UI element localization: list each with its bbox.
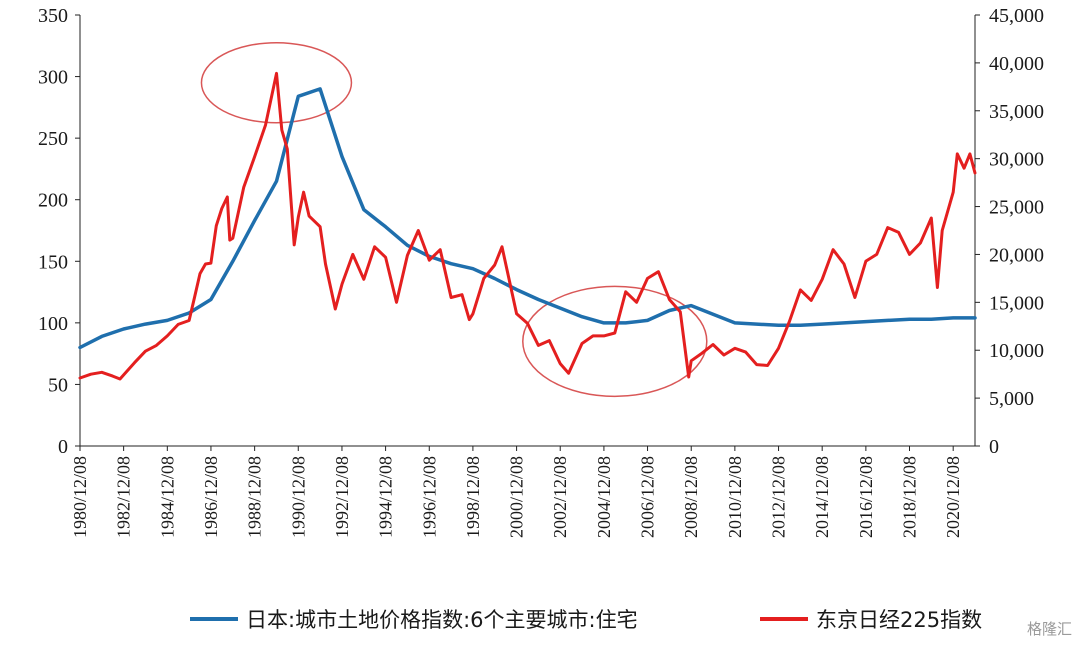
x-tick-label: 2014/12/08	[812, 456, 832, 538]
x-tick-label: 1992/12/08	[332, 456, 352, 538]
x-tick-label: 1994/12/08	[376, 456, 396, 538]
tick-labels: 0 50 100 150 200 250 300 350 0 5,000 10,000 15,000 2…	[38, 5, 1044, 538]
highlight-ellipse	[200, 41, 353, 124]
legend-item-nikkei: 东京日经225指数	[760, 604, 982, 634]
annotations	[200, 41, 708, 398]
y-right-tick-label: 35,000	[989, 101, 1044, 123]
x-tick-label: 2016/12/08	[856, 456, 876, 538]
x-tick-label: 2012/12/08	[769, 456, 789, 538]
x-tick-label: 2008/12/08	[681, 456, 701, 538]
x-tick-label: 2020/12/08	[943, 456, 963, 538]
y-right-tick-label: 45,000	[989, 5, 1044, 27]
x-tick-label: 2010/12/08	[725, 456, 745, 538]
legend-swatch-nikkei	[760, 617, 808, 621]
x-tick-label: 1998/12/08	[463, 456, 483, 538]
y-left-tick-label: 350	[38, 5, 68, 27]
series	[78, 71, 977, 381]
axes	[75, 14, 980, 451]
x-tick-label: 1982/12/08	[114, 456, 134, 538]
y-right-tick-label: 40,000	[989, 53, 1044, 75]
watermark-logo: 格隆汇	[1026, 620, 1072, 638]
x-tick-label: 1986/12/08	[201, 456, 221, 538]
y-right-tick-label: 25,000	[989, 197, 1044, 219]
x-tick-label: 1984/12/08	[157, 456, 177, 538]
y-left-tick-label: 50	[48, 374, 68, 396]
y-left-tick-label: 300	[38, 67, 68, 89]
y-right-tick-label: 0	[989, 436, 999, 458]
x-tick-label: 1990/12/08	[288, 456, 308, 538]
y-left-tick-label: 250	[38, 128, 68, 150]
y-right-tick-label: 5,000	[989, 388, 1034, 410]
series-line-land-price	[78, 87, 977, 350]
x-tick-label: 2018/12/08	[899, 456, 919, 538]
x-tick-label: 2000/12/08	[507, 456, 527, 538]
y-left-tick-label: 0	[58, 436, 68, 458]
y-left-tick-label: 150	[38, 251, 68, 273]
y-right-tick-label: 20,000	[989, 244, 1044, 266]
x-tick-label: 2006/12/08	[638, 456, 658, 538]
y-right-tick-label: 15,000	[989, 292, 1044, 314]
x-tick-label: 2002/12/08	[550, 456, 570, 538]
legend-swatch-land-price	[190, 617, 238, 621]
y-left-tick-label: 100	[38, 313, 68, 335]
series-line-nikkei	[78, 71, 977, 381]
y-right-tick-label: 10,000	[989, 340, 1044, 362]
y-left-tick-label: 200	[38, 190, 68, 212]
x-tick-label: 1980/12/08	[70, 456, 90, 538]
x-tick-label: 1988/12/08	[245, 456, 265, 538]
chart: 0 50 100 150 200 250 300 350 0 5,000 10,000 15,000 2…	[38, 5, 1044, 538]
x-tick-label: 2004/12/08	[594, 456, 614, 538]
y-right-tick-label: 30,000	[989, 149, 1044, 171]
legend-label-land-price: 日本:城市土地价格指数:6个主要城市:住宅	[246, 608, 638, 632]
legend-item-land-price: 日本:城市土地价格指数:6个主要城市:住宅	[190, 604, 638, 634]
x-tick-label: 1996/12/08	[419, 456, 439, 538]
highlight-ellipse	[522, 285, 708, 398]
legend-label-nikkei: 东京日经225指数	[816, 608, 983, 632]
